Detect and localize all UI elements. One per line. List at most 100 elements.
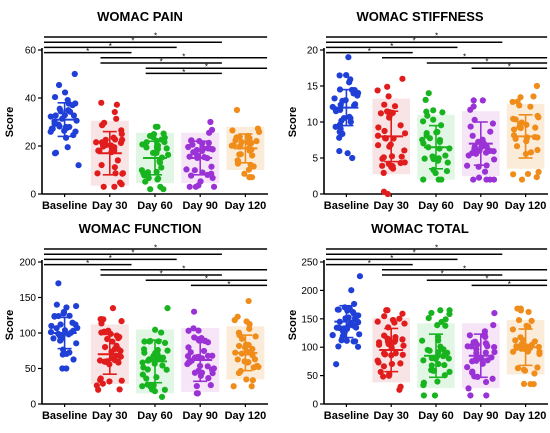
data-point (189, 141, 196, 148)
data-point (352, 324, 360, 331)
significance-star: * (86, 47, 89, 56)
data-point (236, 151, 243, 158)
data-point (423, 129, 430, 137)
data-point (400, 342, 407, 349)
significance-star: * (160, 58, 163, 67)
data-point (464, 343, 471, 350)
category-label: Day 60 (418, 410, 453, 422)
data-point (154, 123, 161, 130)
data-point (466, 332, 473, 339)
data-point (164, 151, 172, 158)
data-point (332, 108, 340, 115)
category-label: Day 60 (137, 200, 172, 212)
data-point (118, 181, 125, 188)
data-point (55, 280, 62, 287)
significance-star: * (390, 254, 393, 263)
data-point (491, 310, 498, 317)
data-point (375, 339, 383, 346)
data-point (229, 127, 236, 134)
y-tick-label: 250 (301, 258, 318, 269)
data-point (346, 113, 353, 120)
data-point (434, 378, 441, 385)
data-point (245, 166, 253, 173)
data-point (200, 347, 208, 355)
data-point (100, 183, 107, 190)
data-point (475, 174, 483, 181)
data-point (397, 360, 404, 367)
data-point (102, 136, 109, 143)
significance-star: * (368, 47, 371, 56)
data-point (518, 176, 526, 183)
data-point (235, 329, 243, 336)
significance-star: * (205, 63, 208, 72)
significance-star: * (205, 275, 208, 284)
significance-star: * (131, 249, 134, 258)
data-point (51, 93, 59, 101)
data-point (47, 128, 54, 135)
data-point (163, 145, 170, 152)
data-point (71, 70, 78, 78)
data-point (381, 332, 388, 339)
data-point (116, 333, 123, 341)
data-point (232, 137, 239, 144)
data-point (329, 332, 336, 339)
y-tick-label: 60 (25, 46, 37, 57)
category-label: Day 120 (505, 410, 547, 422)
data-point (512, 116, 519, 123)
data-point (525, 308, 532, 316)
significance-star: * (182, 68, 185, 77)
data-point (337, 125, 344, 132)
data-point (343, 72, 350, 79)
data-point (385, 93, 392, 100)
data-point (101, 344, 109, 351)
data-point (354, 89, 362, 97)
data-point (158, 329, 165, 336)
data-point (75, 162, 82, 169)
data-point (419, 118, 427, 125)
data-point (70, 356, 77, 363)
data-point (50, 335, 57, 342)
data-point (246, 325, 253, 332)
data-point (347, 76, 354, 83)
y-axis-label: Score (4, 107, 16, 138)
data-point (99, 380, 106, 387)
data-point (143, 144, 150, 151)
data-point (230, 383, 237, 390)
data-point (152, 326, 159, 333)
data-point (532, 124, 539, 131)
data-point (380, 363, 388, 370)
category-label: Day 120 (225, 200, 267, 212)
chart-title: WOMAC PAIN (97, 9, 183, 24)
data-point (66, 349, 73, 356)
data-point (64, 96, 71, 104)
data-point (105, 327, 112, 334)
data-point (482, 378, 490, 386)
data-point (527, 103, 534, 110)
y-tick-label: 200 (19, 258, 36, 269)
data-point (57, 321, 64, 328)
significance-star: * (160, 270, 163, 279)
data-point (516, 102, 523, 109)
data-point (486, 176, 494, 183)
data-point (440, 346, 447, 353)
data-point (204, 363, 211, 370)
data-point (420, 176, 427, 183)
data-point (431, 392, 439, 399)
significance-star: * (463, 52, 466, 61)
data-point (94, 170, 101, 177)
y-tick-label: 0 (30, 190, 36, 201)
data-point (464, 162, 471, 169)
y-tick-label: 100 (19, 329, 36, 340)
data-point (336, 72, 343, 79)
data-point (491, 344, 498, 351)
data-point (375, 124, 382, 131)
significance-star: * (441, 270, 444, 279)
panel-womac-stiffness: WOMAC STIFFNESS Score 0 5 10 15 20 Baseline Da… (287, 9, 548, 212)
data-point (471, 143, 478, 150)
data-point (437, 307, 444, 314)
data-point (52, 149, 60, 156)
data-point (164, 347, 171, 354)
y-axis-label: Score (287, 107, 299, 138)
significance-star: * (182, 264, 185, 273)
